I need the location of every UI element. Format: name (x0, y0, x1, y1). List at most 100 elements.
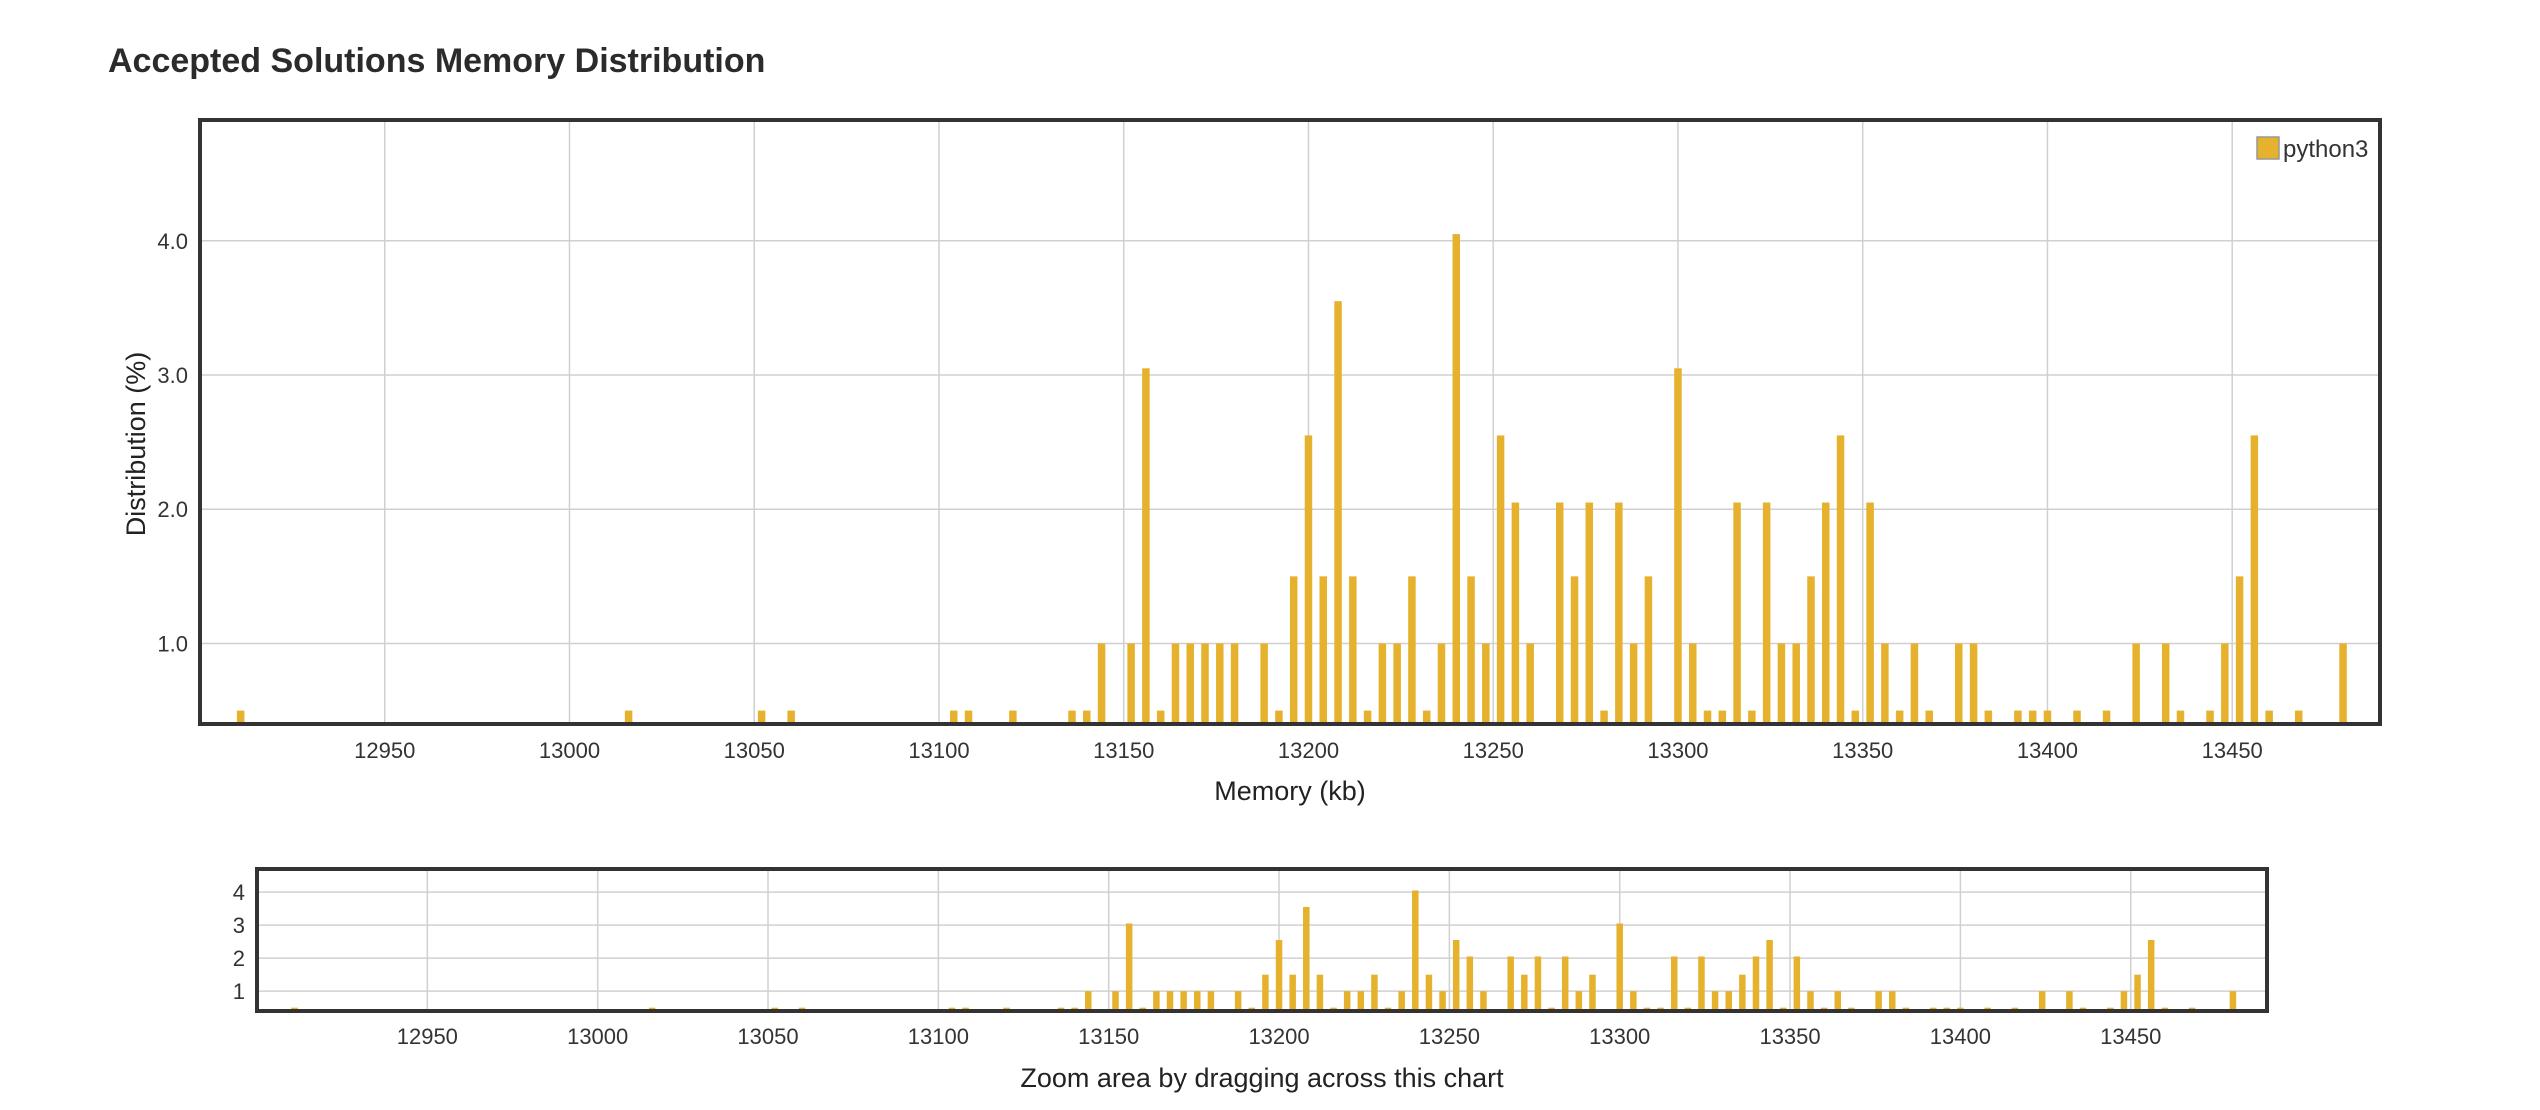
main-plot-frame[interactable] (198, 118, 2382, 726)
overview-ytick-1: 1 (233, 979, 245, 1004)
main-bar-13200 (1304, 435, 1313, 724)
overview-bar-13204 (1289, 974, 1296, 1011)
overview-bar-13480 (2229, 991, 2237, 1011)
overview-bar-13200 (1275, 940, 1283, 1011)
main-bar-13356 (1881, 643, 1889, 724)
main-bar-13320 (1748, 710, 1756, 724)
overview-xtick-13000: 13000 (567, 1024, 628, 1049)
main-bar-13168 (1186, 643, 1194, 724)
overview-bar-13180 (1207, 991, 1215, 1011)
main-bar-13140 (1083, 710, 1091, 724)
main-bar-13292 (1644, 576, 1653, 724)
main-xtick-13450: 13450 (2202, 738, 2263, 763)
overview-bar-13268 (1507, 956, 1514, 1011)
main-bar-13408 (2073, 710, 2081, 724)
main-bar-13280 (1600, 710, 1608, 724)
overview-xtick-13100: 13100 (908, 1024, 969, 1049)
main-bar-13252 (1496, 435, 1505, 724)
main-bar-13108 (964, 710, 973, 724)
main-bar-13248 (1482, 643, 1490, 724)
overview-bar-13188 (1234, 991, 1242, 1011)
main-bar-13260 (1526, 643, 1534, 724)
main-bar-13468 (2294, 710, 2303, 724)
main-bar-13432 (2161, 643, 2170, 724)
overview-xtick-13300: 13300 (1589, 1024, 1650, 1049)
overview-bar-13452 (2134, 974, 2141, 1011)
main-bar-13304 (1688, 643, 1697, 724)
overview-bar-13176 (1194, 991, 1201, 1011)
main-bar-13380 (1969, 643, 1978, 724)
main-bar-13172 (1201, 643, 1209, 724)
main-bar-13204 (1319, 576, 1328, 724)
overview-bar-13212 (1316, 974, 1324, 1011)
overview-xtick-13200: 13200 (1248, 1024, 1309, 1049)
main-bar-13052 (757, 710, 766, 724)
main-bar-13284 (1615, 502, 1623, 724)
legend[interactable]: python3 (2256, 136, 2368, 163)
overview-bar-13152 (1112, 991, 1119, 1011)
main-bar-13460 (2265, 710, 2273, 724)
main-bar-13176 (1216, 643, 1224, 724)
main-xtick-13300: 13300 (1647, 738, 1708, 763)
overview-bar-13344 (1766, 940, 1773, 1011)
overview-xtick-13450: 13450 (2100, 1024, 2161, 1049)
main-bar-13360 (1895, 710, 1904, 724)
main-bar-13272 (1570, 576, 1579, 724)
overview-bar-13224 (1357, 991, 1365, 1011)
main-bar-13308 (1703, 710, 1712, 724)
overview-bar-13324 (1698, 956, 1705, 1011)
overview-zoom-area[interactable] (255, 867, 2269, 1013)
main-bar-13212 (1349, 576, 1357, 724)
overview-bar-13364 (1834, 991, 1841, 1011)
overview-y-ticks: 1 2 3 4 (233, 880, 245, 1004)
main-x-ticks: 12950 13000 13050 13100 13150 13200 13250 13300… (354, 738, 2263, 763)
main-bar-13196 (1289, 576, 1298, 724)
overview-bars (291, 890, 2237, 1011)
overview-bar-13300 (1616, 923, 1623, 1011)
overview-xtick-13250: 13250 (1419, 1024, 1480, 1049)
overview-bar-13376 (1875, 991, 1882, 1011)
overview-xtick-13150: 13150 (1078, 1024, 1139, 1049)
main-bar-13136 (1068, 710, 1076, 724)
overview-bar-13196 (1262, 974, 1269, 1011)
y-axis-label: Distribution (%) (121, 352, 151, 537)
overview-bar-13208 (1303, 906, 1310, 1011)
overview-bar-13168 (1166, 991, 1174, 1011)
main-xtick-13150: 13150 (1093, 738, 1154, 763)
main-bar-13352 (1866, 502, 1874, 724)
main-bar-13120 (1009, 710, 1017, 724)
overview-grid (257, 869, 2267, 1011)
main-bar-13400 (2043, 710, 2052, 724)
main-bar-12911 (236, 710, 245, 724)
overview-bar-13340 (1752, 956, 1760, 1011)
main-bar-13300 (1674, 368, 1682, 724)
overview-bar-13432 (2066, 991, 2073, 1011)
overview-bar-13144 (1085, 991, 1092, 1011)
main-ytick-1: 1.0 (157, 631, 188, 656)
overview-bar-13276 (1534, 956, 1542, 1011)
overview-ytick-4: 4 (233, 880, 245, 905)
main-bar-13436 (2176, 710, 2185, 724)
overview-bar-13336 (1739, 974, 1746, 1011)
main-bar-13328 (1777, 643, 1786, 724)
main-bar-13144 (1097, 643, 1106, 724)
main-bar-13348 (1851, 710, 1860, 724)
overview-bar-13164 (1153, 991, 1160, 1011)
main-bar-13208 (1334, 301, 1342, 724)
overview-bar-13284 (1561, 956, 1569, 1011)
overview-bar-13352 (1793, 956, 1801, 1011)
overview-bar-13304 (1630, 991, 1637, 1011)
main-bar-13236 (1437, 643, 1446, 724)
overview-bar-13356 (1807, 991, 1814, 1011)
main-bar-13336 (1807, 576, 1815, 724)
overview-bar-13380 (1889, 991, 1896, 1011)
overview-bar-13256 (1466, 956, 1474, 1011)
main-bar-13416 (2102, 710, 2111, 724)
main-bar-13220 (1378, 643, 1387, 724)
main-bar-13396 (2028, 710, 2037, 724)
main-bar-13060 (787, 710, 795, 724)
main-xtick-13050: 13050 (724, 738, 785, 763)
main-bar-13152 (1127, 643, 1135, 724)
main-bar-13324 (1762, 502, 1771, 724)
